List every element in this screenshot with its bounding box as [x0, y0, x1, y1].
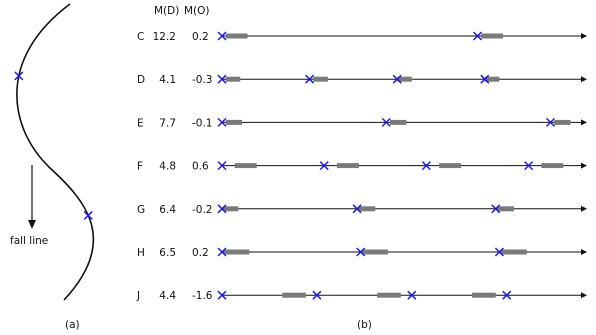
event-marker [217, 117, 227, 127]
row-label: D [137, 74, 145, 86]
md-value: 4.8 [159, 161, 176, 173]
md-value: 6.4 [159, 204, 176, 216]
skier-trajectory-curve [16, 3, 95, 301]
event-marker [494, 247, 504, 257]
row-label: J [136, 290, 140, 302]
duration-bar [481, 33, 504, 39]
md-value: 7.7 [159, 117, 176, 129]
row-label: G [137, 204, 145, 216]
mo-value: 0.2 [192, 31, 209, 43]
trajectory-marker-2 [83, 210, 93, 220]
event-marker [305, 74, 315, 84]
duration-bar [389, 119, 407, 125]
md-value: 6.5 [159, 247, 176, 259]
timeline-row: F 4.8 0.6 [137, 161, 587, 173]
duration-bar [439, 163, 462, 169]
fall-line-arrow [28, 165, 36, 229]
event-marker [480, 74, 490, 84]
mo-value: 0.2 [192, 247, 209, 259]
event-marker [217, 31, 227, 41]
duration-bar [223, 206, 239, 212]
event-marker [502, 290, 512, 300]
row-label: E [137, 117, 144, 129]
mo-value: -0.2 [192, 204, 213, 216]
duration-bar [282, 292, 306, 298]
timeline-rows: C 12.2 0.2 D 4.1 -0.3 E 7.7 -0.1 F 4.8 0.6 G 6.4 -0.2 H… [136, 31, 587, 302]
timeline-arrowhead [581, 249, 587, 255]
timeline-arrowhead [581, 76, 587, 83]
row-label: F [137, 161, 143, 173]
duration-bar [554, 119, 571, 125]
trajectory-markers [14, 71, 93, 220]
timeline-arrowhead [581, 292, 587, 299]
duration-bar [223, 249, 250, 255]
timeline-row: D 4.1 -0.3 [137, 74, 587, 86]
timeline-arrowhead [581, 162, 587, 169]
event-marker [472, 31, 483, 41]
panel-b-timelines: M(D) M(O) C 12.2 0.2 D 4.1 -0.3 E 7.7 -0.1 F 4.8 0.… [136, 5, 587, 331]
mo-value: -1.6 [192, 290, 213, 302]
mo-column-header: M(O) [184, 5, 210, 17]
duration-bar [377, 292, 401, 298]
event-marker [421, 161, 431, 171]
trajectory-marker-1 [14, 71, 24, 81]
panel-a-caption: (a) [65, 319, 80, 331]
event-marker [392, 74, 402, 84]
fall-line-label: fall line [10, 235, 48, 247]
mo-value: -0.3 [192, 74, 213, 86]
duration-bar [397, 76, 412, 82]
duration-bar [484, 76, 500, 82]
duration-bar [358, 206, 376, 212]
duration-bar [362, 249, 389, 255]
md-value: 4.1 [159, 74, 176, 86]
event-marker [356, 247, 366, 257]
timeline-row: E 7.7 -0.1 [137, 117, 587, 129]
duration-bar [225, 76, 241, 82]
event-marker [217, 247, 227, 257]
panel-a-skier-path: fall line (a) [10, 3, 95, 331]
event-marker [407, 290, 417, 300]
event-marker [491, 204, 501, 214]
duration-bar [234, 163, 257, 169]
row-label: C [137, 31, 144, 43]
event-marker [217, 290, 227, 300]
event-marker [217, 204, 227, 214]
event-marker [381, 117, 391, 127]
panel-b-caption: (b) [357, 319, 372, 331]
duration-bar [336, 163, 359, 169]
timeline-row: J 4.4 -1.6 [136, 290, 587, 302]
md-column-header: M(D) [154, 5, 179, 17]
duration-bar [472, 292, 496, 298]
row-label: H [137, 247, 145, 259]
event-marker [217, 74, 227, 84]
md-value: 4.4 [159, 290, 176, 302]
md-value: 12.2 [153, 31, 176, 43]
duration-bar [497, 206, 514, 212]
duration-bar [313, 76, 328, 82]
event-marker [312, 290, 322, 300]
event-marker [217, 161, 227, 171]
timeline-row: C 12.2 0.2 [137, 31, 587, 43]
duration-bar [541, 163, 564, 169]
timeline-row: H 6.5 0.2 [137, 247, 587, 259]
duration-bar [225, 33, 248, 39]
duration-bar [225, 119, 243, 125]
mo-value: -0.1 [192, 117, 213, 129]
timeline-arrowhead [581, 205, 587, 212]
mo-value: 0.6 [192, 161, 209, 173]
duration-bar [501, 249, 527, 255]
timeline-arrowhead [581, 33, 587, 39]
event-marker [319, 161, 329, 171]
event-marker [524, 161, 534, 171]
event-marker [352, 204, 362, 214]
event-marker [545, 117, 556, 127]
timeline-row: G 6.4 -0.2 [137, 204, 587, 216]
timeline-arrowhead [581, 119, 587, 126]
